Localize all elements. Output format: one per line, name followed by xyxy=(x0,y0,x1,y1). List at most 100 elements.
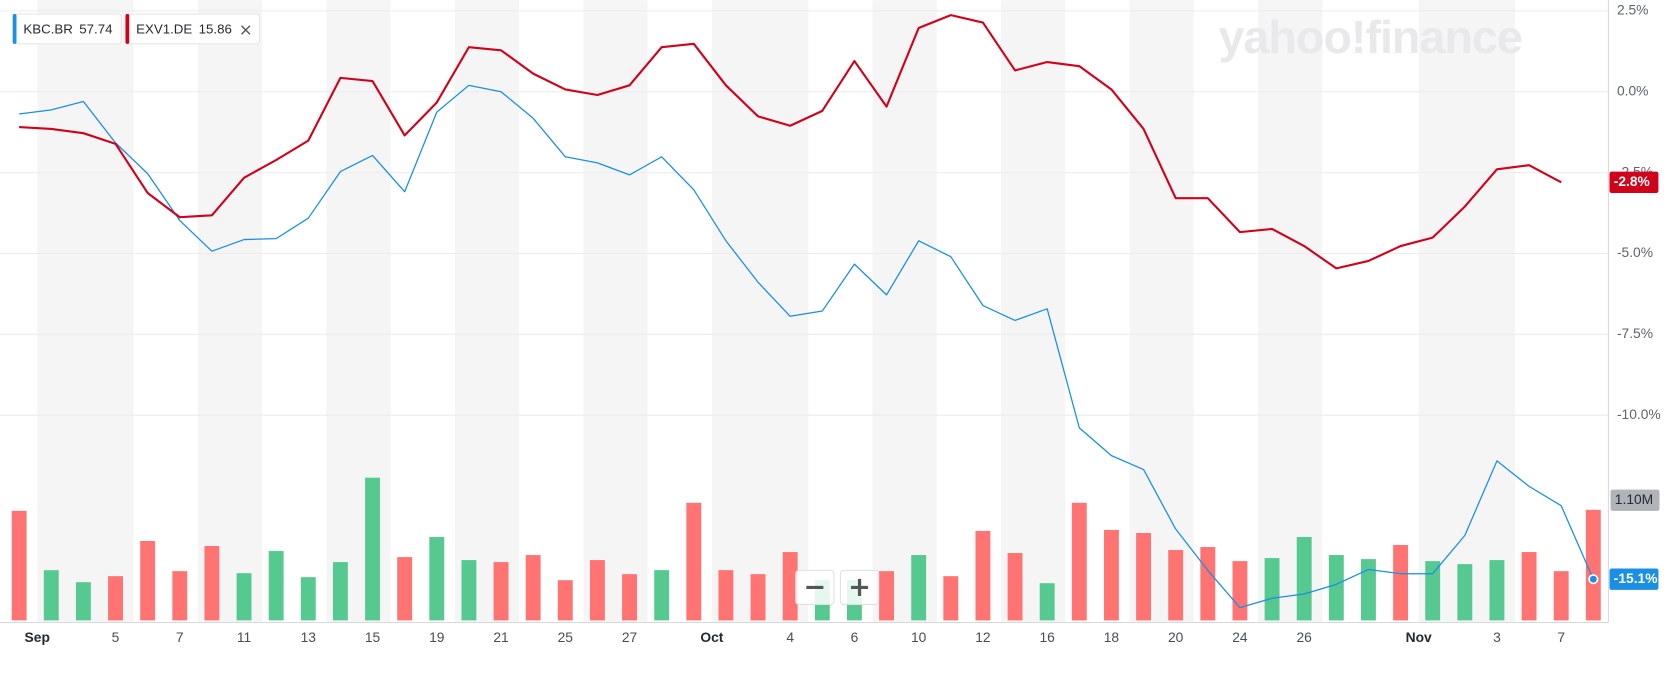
volume-bar xyxy=(204,546,220,621)
volume-bar xyxy=(397,557,413,621)
volume-bar xyxy=(1007,553,1023,621)
shade-band xyxy=(583,0,648,623)
x-tick-label: 26 xyxy=(1297,629,1313,645)
legend-quote: 57.74 xyxy=(79,22,112,37)
x-tick-label: 21 xyxy=(493,629,508,645)
volume-bar xyxy=(1103,529,1119,621)
y-tick-label: 2.5% xyxy=(1617,2,1648,18)
volume-bar xyxy=(1585,509,1601,621)
value-tag: -15.1% xyxy=(1614,570,1658,586)
volume-bar xyxy=(140,540,156,621)
volume-bar xyxy=(1296,536,1312,621)
volume-bar xyxy=(557,580,573,621)
volume-bar xyxy=(108,576,123,621)
volume-bar xyxy=(525,555,541,621)
volume-bar xyxy=(1200,547,1216,621)
volume-bar xyxy=(493,562,509,621)
x-tick-label: 11 xyxy=(237,629,251,645)
volume-bar xyxy=(332,562,348,621)
zoom-controls xyxy=(795,569,880,605)
volume-bar xyxy=(879,571,894,621)
shade-band xyxy=(37,0,134,623)
x-tick-label: 20 xyxy=(1168,629,1184,645)
x-month-label: Oct xyxy=(700,629,723,645)
x-tick-label: 15 xyxy=(365,629,381,645)
volume-bar xyxy=(1328,555,1344,621)
volume-bar xyxy=(654,570,670,621)
volume-bar xyxy=(1039,583,1055,621)
volume-bar xyxy=(1393,545,1409,621)
volume-bar xyxy=(236,573,252,621)
volume-bar xyxy=(11,510,27,621)
x-tick-label: 7 xyxy=(1557,629,1565,645)
volume-bar xyxy=(75,582,91,621)
legend-item[interactable]: KBC.BR 57.74 xyxy=(12,13,122,45)
shade-band xyxy=(454,0,520,623)
x-tick-label: 16 xyxy=(1039,629,1055,645)
price-line xyxy=(19,84,1594,609)
volume-bar xyxy=(686,502,702,621)
volume-bar xyxy=(268,551,284,621)
volume-bar xyxy=(1136,532,1152,621)
y-tick-label: -5.0% xyxy=(1617,244,1653,260)
y-tick-label: -10.0% xyxy=(1617,406,1661,422)
x-tick-label: 19 xyxy=(429,629,445,645)
shade-band xyxy=(1001,0,1066,623)
volume-bar xyxy=(461,560,477,621)
x-tick-label: 6 xyxy=(851,629,859,645)
x-tick-label: 10 xyxy=(911,629,927,645)
volume-bar xyxy=(429,536,445,621)
shade-band xyxy=(872,0,937,623)
legend-swatch xyxy=(12,14,17,44)
shade-band xyxy=(711,0,809,623)
shade-band xyxy=(1258,0,1323,623)
volume-bar xyxy=(1071,502,1087,621)
legend-name: EXV1.DE xyxy=(136,22,192,37)
volume-bar xyxy=(1168,550,1184,621)
volume-bar xyxy=(1457,564,1473,621)
x-month-label: Sep xyxy=(25,629,50,645)
volume-bar xyxy=(1521,552,1537,621)
volume-bar xyxy=(750,574,766,621)
x-tick-label: 27 xyxy=(622,629,637,645)
x-tick-label: 24 xyxy=(1232,629,1248,645)
legend-close[interactable] xyxy=(240,25,251,35)
watermark: yahoo!finance xyxy=(1218,11,1521,63)
volume-bar xyxy=(172,571,188,621)
volume-bar xyxy=(1425,561,1441,621)
legend-item[interactable]: EXV1.DE 15.86 xyxy=(124,13,261,45)
legend-name: KBC.BR xyxy=(23,22,72,37)
x-tick-label: 13 xyxy=(301,629,317,645)
volume-bar xyxy=(718,570,734,621)
volume-bar xyxy=(1553,571,1569,621)
value-tag: -2.8% xyxy=(1614,173,1650,189)
volume-tag: 1.10M xyxy=(1615,491,1653,507)
volume-bar xyxy=(1489,560,1505,621)
volume-bar xyxy=(1264,558,1280,621)
end-marker xyxy=(1588,574,1599,585)
legend-swatch xyxy=(125,14,130,44)
x-tick-label: 3 xyxy=(1493,629,1501,645)
volume-bar xyxy=(43,570,59,621)
x-tick-label: 12 xyxy=(975,629,990,645)
x-tick-label: 7 xyxy=(176,629,184,645)
x-month-label: Nov xyxy=(1406,629,1432,645)
volume-bar xyxy=(589,560,605,621)
shade-band xyxy=(197,0,263,623)
volume-bar xyxy=(1232,561,1248,621)
volume-bar xyxy=(782,552,798,621)
y-tick-label: -7.5% xyxy=(1617,325,1653,341)
volume-bar xyxy=(1360,559,1376,621)
value-tag-bg xyxy=(1609,171,1659,193)
x-tick-label: 4 xyxy=(786,629,794,645)
volume-bar xyxy=(911,555,927,621)
volume-tag-bg xyxy=(1610,489,1660,511)
shade-band xyxy=(1129,0,1194,623)
y-tick-label: 0.0% xyxy=(1617,82,1648,98)
value-tag-bg xyxy=(1609,568,1659,590)
legend-quote: 15.86 xyxy=(199,22,232,37)
shade-band xyxy=(1418,0,1516,623)
volume-bar xyxy=(975,530,991,621)
